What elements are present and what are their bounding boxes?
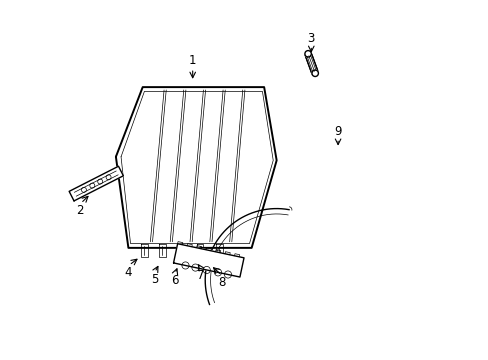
- Polygon shape: [305, 53, 318, 75]
- Text: 2: 2: [76, 204, 84, 217]
- Polygon shape: [69, 166, 123, 201]
- Text: 9: 9: [334, 125, 341, 138]
- Text: 6: 6: [171, 274, 178, 287]
- Circle shape: [311, 70, 318, 76]
- Text: 3: 3: [307, 32, 314, 45]
- Text: 8: 8: [218, 276, 225, 289]
- Text: 7: 7: [197, 269, 204, 282]
- Circle shape: [305, 51, 311, 57]
- Text: 4: 4: [124, 266, 132, 279]
- Polygon shape: [116, 87, 276, 248]
- Text: 1: 1: [188, 54, 196, 67]
- Text: 5: 5: [150, 273, 158, 286]
- Polygon shape: [173, 244, 244, 277]
